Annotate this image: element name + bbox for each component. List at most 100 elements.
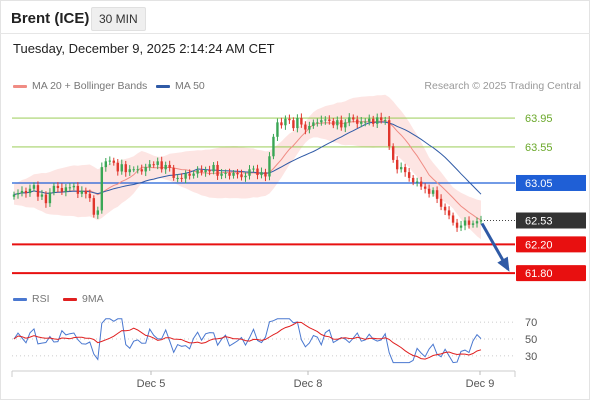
candle-body	[356, 119, 359, 124]
candle-body	[348, 117, 351, 123]
x-axis-tick-label: Dec 9	[466, 378, 495, 390]
rsi-swatch	[13, 297, 27, 301]
candle-body	[372, 118, 375, 124]
candle-body	[160, 161, 163, 170]
candle-body	[431, 190, 435, 194]
candle-body	[220, 173, 223, 176]
legend-ma50: MA 50	[156, 80, 205, 92]
candle-body	[40, 194, 44, 197]
forecast-arrow-head	[497, 256, 510, 272]
timeframe-badge[interactable]: 30 MIN	[91, 7, 146, 31]
level-label-box	[516, 236, 586, 253]
level-label: 61.80	[525, 268, 553, 280]
candle-body	[475, 221, 479, 224]
candle-body	[395, 159, 399, 170]
x-axis-tick-label: Dec 8	[294, 378, 323, 390]
rsi-level-label: 30	[525, 351, 537, 363]
candle-body	[391, 146, 395, 160]
candle-body	[68, 187, 72, 189]
ma9-label: 9MA	[82, 293, 104, 305]
legend-rsi: RSI	[13, 293, 50, 305]
candle-body	[52, 185, 56, 193]
level-label: 62.53	[525, 216, 553, 228]
candle-body	[56, 185, 60, 189]
candle-body	[128, 169, 131, 173]
candle-body	[316, 122, 319, 124]
candle-body	[240, 174, 243, 178]
candle-body	[124, 164, 127, 173]
candle-body	[188, 173, 191, 176]
candle-body	[20, 190, 24, 194]
candle-body	[368, 118, 371, 122]
candle-body	[80, 190, 84, 194]
candle-body	[320, 120, 323, 123]
rsi-ma-line	[13, 321, 482, 360]
candle-body	[36, 185, 40, 197]
candle-body	[300, 118, 303, 125]
candle-body	[216, 164, 219, 176]
level-label-box	[516, 212, 586, 229]
candle-body	[16, 193, 20, 195]
candle-body	[304, 124, 307, 130]
candle-body	[455, 222, 459, 228]
candle-body	[32, 185, 36, 189]
candle-body	[212, 164, 215, 172]
candle-body	[332, 120, 335, 126]
candle-body	[427, 188, 431, 194]
ma20-line	[13, 120, 482, 221]
candle-body	[439, 198, 443, 207]
candle-body	[196, 169, 199, 174]
candle-body	[228, 172, 231, 176]
candle-body	[364, 121, 367, 123]
candle-body	[288, 118, 291, 121]
rsi-line	[13, 318, 482, 364]
candle-body	[112, 160, 115, 163]
candle-body	[324, 119, 327, 121]
candle-body	[120, 164, 123, 172]
candle-body	[152, 164, 155, 166]
candle-body	[180, 177, 183, 179]
candle-body	[12, 194, 16, 197]
candle-body	[144, 167, 147, 172]
candle-body	[72, 185, 76, 188]
candle-body	[64, 187, 68, 192]
candle-body	[276, 122, 279, 137]
candle-body	[352, 117, 355, 120]
candle-body	[451, 215, 455, 223]
candle-body	[156, 161, 159, 165]
candle-body	[136, 169, 139, 171]
copyright: Research © 2025 Trading Central	[424, 80, 581, 92]
level-label: 62.20	[525, 239, 553, 251]
instrument-title: Brent (ICE)	[11, 10, 90, 27]
candle-body	[204, 169, 207, 173]
candle-body	[224, 172, 227, 174]
level-label: 63.55	[525, 142, 553, 154]
candle-body	[419, 181, 423, 187]
candle-body	[260, 172, 263, 176]
ma20-label: MA 20 + Bollinger Bands	[32, 80, 148, 92]
candle-body	[132, 169, 135, 171]
candle-body	[284, 118, 287, 126]
candle-body	[200, 169, 203, 173]
candle-body	[176, 177, 179, 179]
candle-body	[463, 220, 467, 226]
candle-body	[435, 190, 439, 199]
header: Brent (ICE) 30 MIN	[0, 0, 590, 36]
candle-body	[248, 169, 251, 176]
ma50-label: MA 50	[175, 80, 205, 92]
bollinger-band	[14, 94, 481, 240]
header-divider	[0, 33, 590, 34]
candle-body	[116, 162, 119, 172]
candle-body	[308, 125, 311, 130]
candle-body	[411, 177, 415, 183]
candle-body	[443, 206, 447, 211]
candle-body	[164, 164, 167, 170]
candle-body	[236, 172, 239, 175]
candle-body	[340, 120, 343, 128]
candle-body	[140, 169, 143, 172]
candle-body	[380, 117, 383, 121]
rsi-level-label: 50	[525, 334, 537, 346]
candle-body	[252, 168, 255, 170]
level-label-box	[516, 174, 586, 191]
